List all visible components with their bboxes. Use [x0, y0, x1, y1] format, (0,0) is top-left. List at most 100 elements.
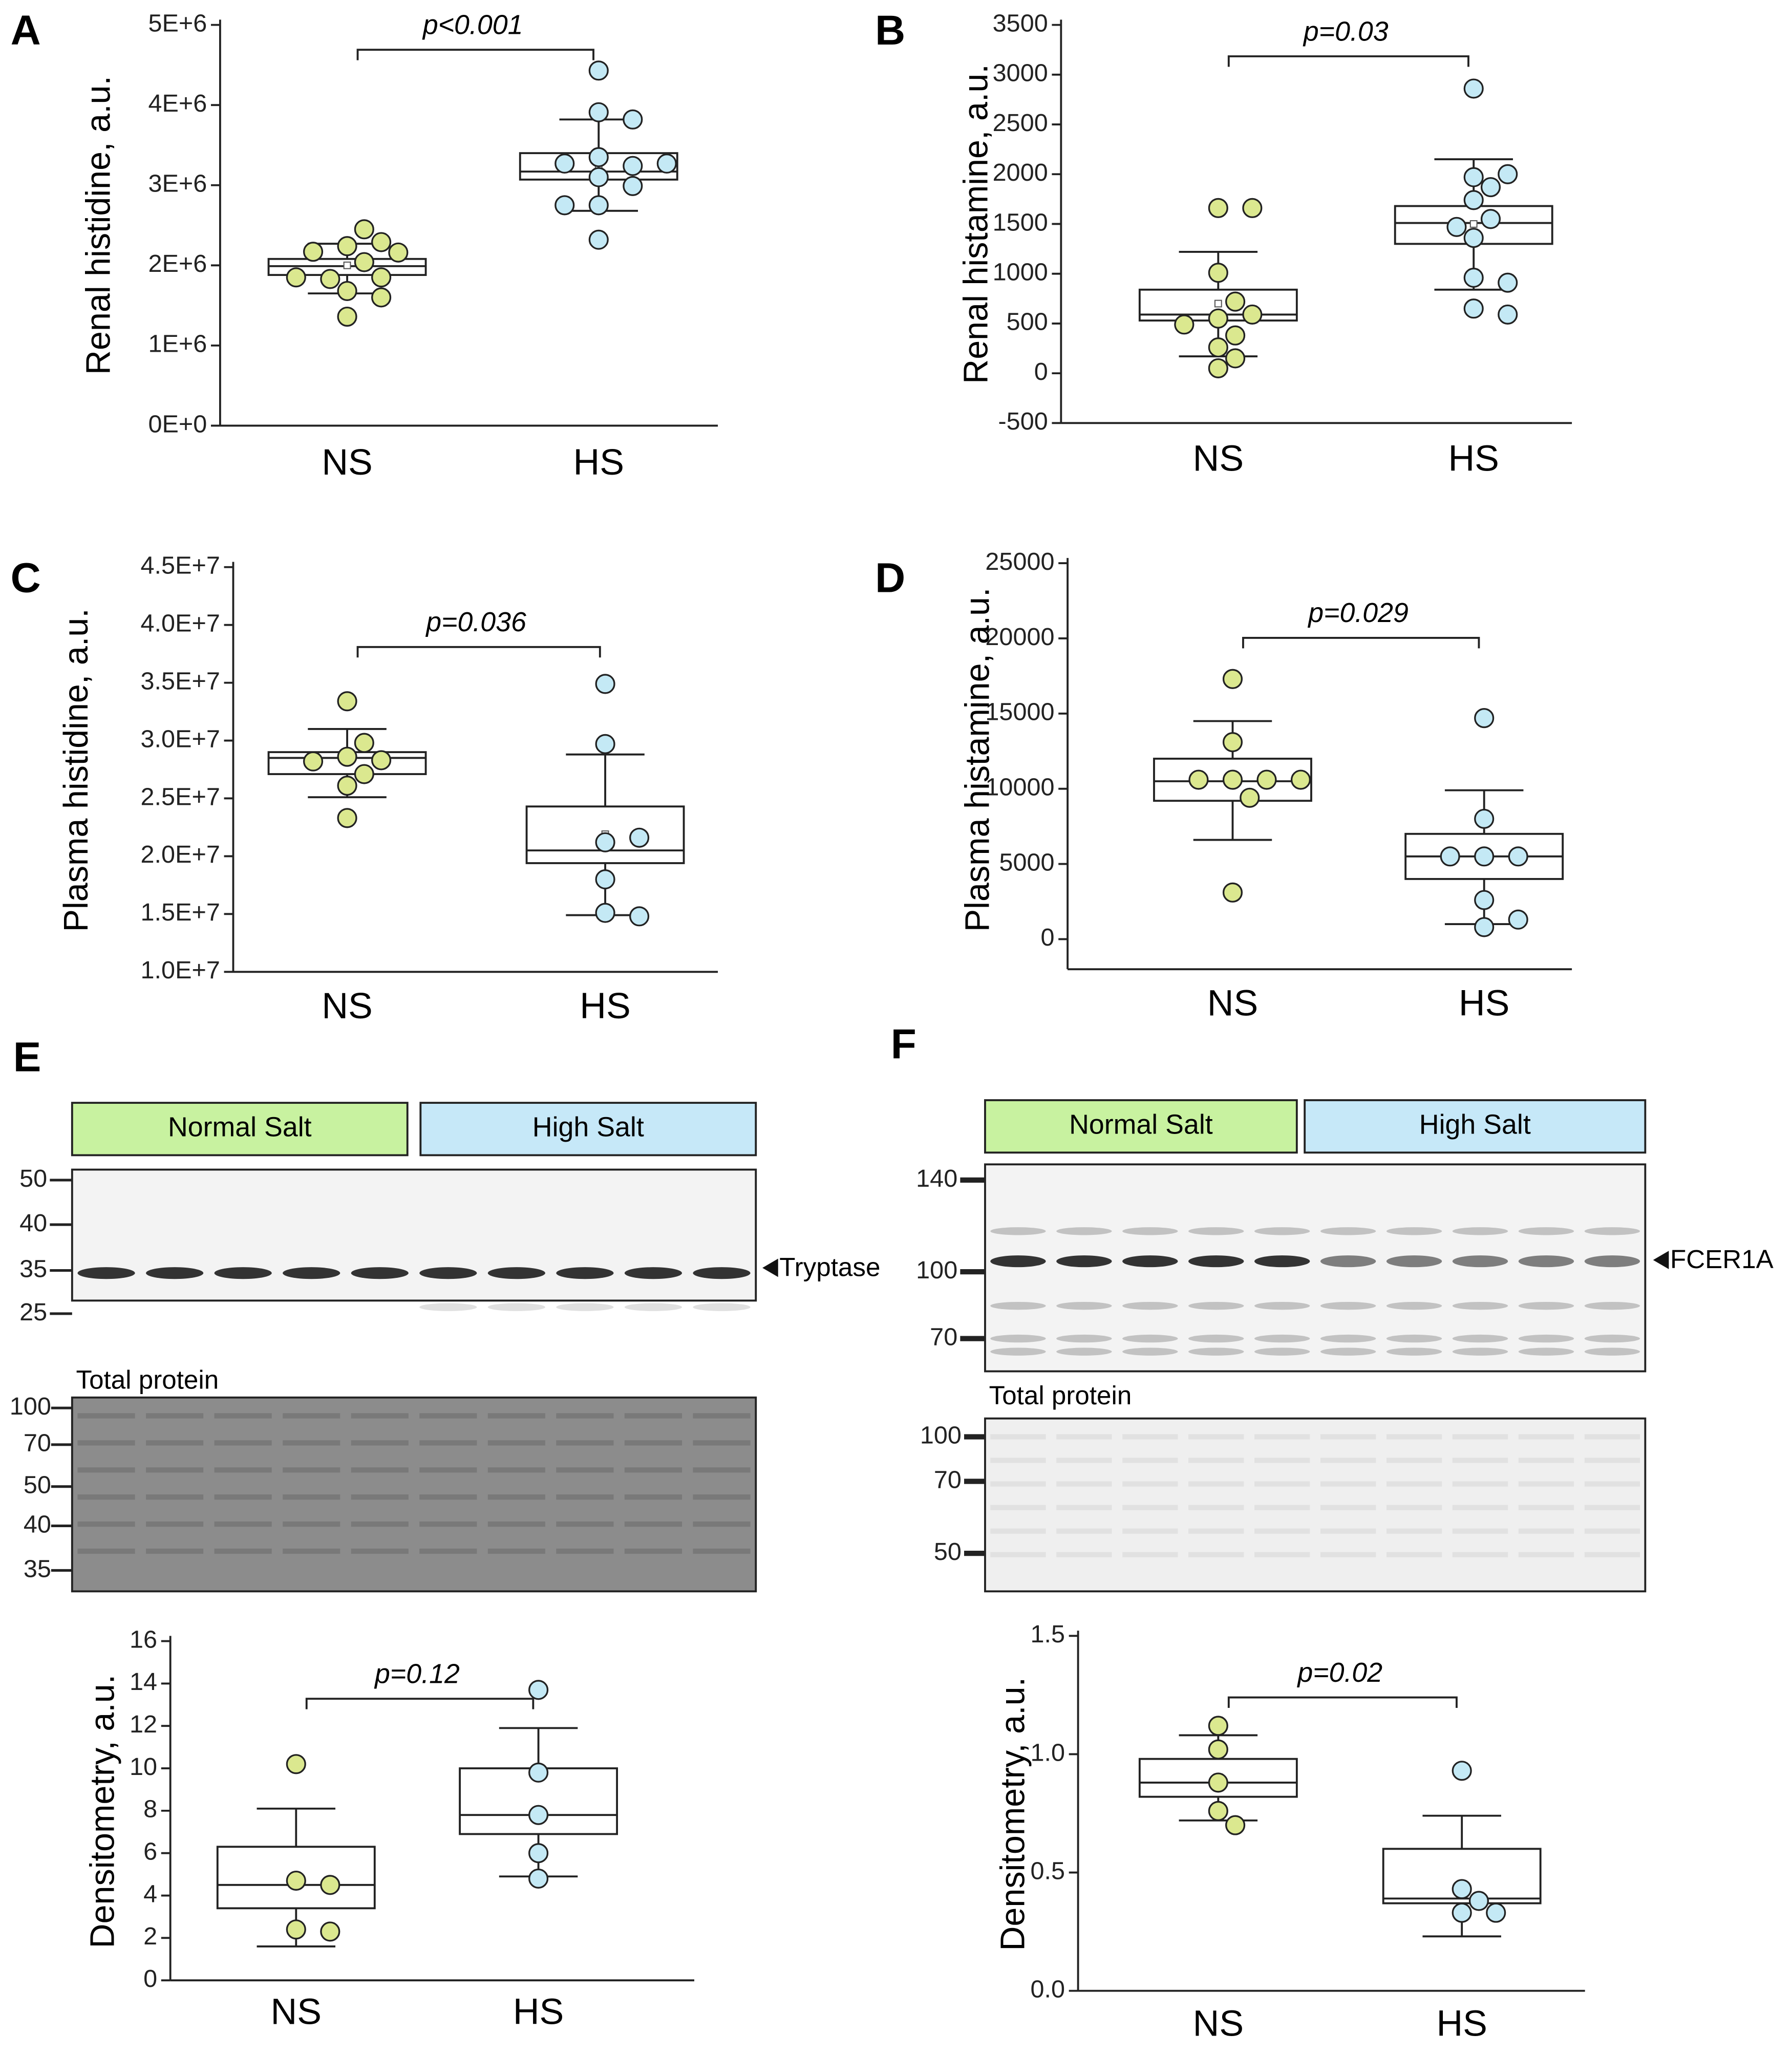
panel-letter: C — [11, 554, 41, 601]
data-point — [1174, 314, 1194, 335]
data-point — [1498, 304, 1518, 325]
protein-smear — [283, 1521, 340, 1527]
faint-band — [1188, 1227, 1244, 1235]
data-point — [1440, 846, 1460, 867]
mean — [343, 261, 351, 269]
protein-smear — [1584, 1434, 1640, 1440]
data-point — [320, 269, 340, 289]
protein-smear — [77, 1521, 135, 1527]
protein-smear — [146, 1413, 204, 1419]
y-tick-label: 3E+6 — [148, 170, 207, 198]
data-point — [1468, 1891, 1489, 1911]
group-label: Normal Salt — [1069, 1109, 1213, 1140]
panel-letter: A — [11, 7, 41, 54]
p-value: p<0.001 — [422, 10, 523, 40]
data-point — [528, 1843, 549, 1864]
data-point — [320, 1921, 340, 1942]
faint-band — [1518, 1347, 1574, 1356]
band — [146, 1267, 204, 1279]
data-point — [1208, 1801, 1228, 1821]
data-point — [1474, 846, 1495, 867]
data-point — [528, 1868, 549, 1889]
data-point — [1225, 325, 1246, 346]
band — [556, 1267, 614, 1279]
faint-band — [990, 1334, 1046, 1343]
data-point — [1242, 198, 1263, 218]
data-point — [1446, 217, 1467, 237]
faint-band — [624, 1303, 682, 1311]
data-point — [337, 808, 357, 828]
data-point — [595, 674, 615, 694]
group-header — [1304, 1099, 1647, 1154]
faint-band — [1188, 1334, 1244, 1343]
y-axis-label: Densitometry, a.u. — [83, 1675, 121, 1949]
protein-smear — [1254, 1481, 1310, 1487]
protein-smear — [1386, 1552, 1442, 1557]
protein-smear — [1320, 1505, 1376, 1510]
data-point — [1452, 1902, 1472, 1923]
y-tick-label: 5E+6 — [148, 9, 207, 37]
y-axis-label: Plasma histidine, a.u. — [57, 608, 95, 932]
data-point — [1222, 882, 1243, 903]
protein-smear — [990, 1505, 1046, 1510]
y-axis-label: Densitometry, a.u. — [994, 1677, 1032, 1951]
protein-smear — [990, 1481, 1046, 1487]
protein-smear — [1518, 1528, 1574, 1534]
panel-letter: B — [875, 7, 905, 54]
marker-label: 100 — [920, 1421, 962, 1449]
protein-smear — [419, 1548, 477, 1554]
faint-band — [1584, 1301, 1640, 1310]
protein-smear — [1056, 1434, 1112, 1440]
data-point — [623, 176, 643, 196]
y-tick-label: 2000 — [993, 159, 1048, 186]
data-point — [1474, 808, 1495, 829]
band — [1254, 1255, 1310, 1268]
data-point — [1208, 308, 1228, 329]
x-tick-label: NS — [1207, 983, 1258, 1024]
y-tick-label: 1.0E+7 — [141, 956, 220, 984]
y-tick-label: 0E+0 — [148, 410, 207, 438]
data-point — [629, 906, 650, 927]
protein-smear — [990, 1458, 1046, 1463]
panel-letter: E — [13, 1034, 41, 1081]
marker-label: 70 — [930, 1323, 957, 1351]
protein-smear — [1518, 1458, 1574, 1463]
y-tick-label: 4 — [143, 1880, 157, 1908]
protein-smear — [419, 1494, 477, 1500]
data-point — [303, 242, 324, 262]
data-point — [1208, 1739, 1228, 1760]
total-protein-label: Total protein — [76, 1365, 219, 1395]
y-tick-label: 10 — [130, 1753, 157, 1781]
data-point — [1208, 1772, 1228, 1793]
x-tick-label: HS — [1459, 983, 1510, 1024]
faint-band — [1320, 1334, 1376, 1343]
band — [351, 1267, 409, 1279]
y-tick-label: 1500 — [993, 208, 1048, 236]
faint-band — [1452, 1334, 1508, 1343]
data-point — [1452, 1879, 1472, 1899]
data-point — [371, 750, 392, 770]
data-point — [1225, 1815, 1246, 1835]
protein-smear — [1452, 1505, 1508, 1510]
x-tick-label: NS — [322, 986, 373, 1026]
protein-smear — [990, 1434, 1046, 1440]
band — [1584, 1255, 1640, 1268]
y-tick-label: 5000 — [999, 848, 1054, 876]
protein-smear — [1584, 1505, 1640, 1510]
data-point — [1208, 358, 1228, 378]
p-value: p=0.03 — [1303, 16, 1389, 47]
group-header — [71, 1102, 409, 1157]
band — [1188, 1255, 1244, 1268]
x-tick-label: NS — [1193, 2003, 1244, 2044]
faint-band — [1584, 1227, 1640, 1235]
protein-smear — [990, 1528, 1046, 1534]
band — [1320, 1255, 1376, 1268]
faint-band — [1056, 1301, 1112, 1310]
y-tick-label: 3.0E+7 — [141, 725, 220, 753]
protein-smear — [1518, 1434, 1574, 1440]
marker-label: 35 — [19, 1255, 47, 1282]
protein-smear — [556, 1467, 614, 1473]
faint-band — [1452, 1347, 1508, 1356]
protein-smear — [146, 1521, 204, 1527]
protein-smear — [1254, 1505, 1310, 1510]
